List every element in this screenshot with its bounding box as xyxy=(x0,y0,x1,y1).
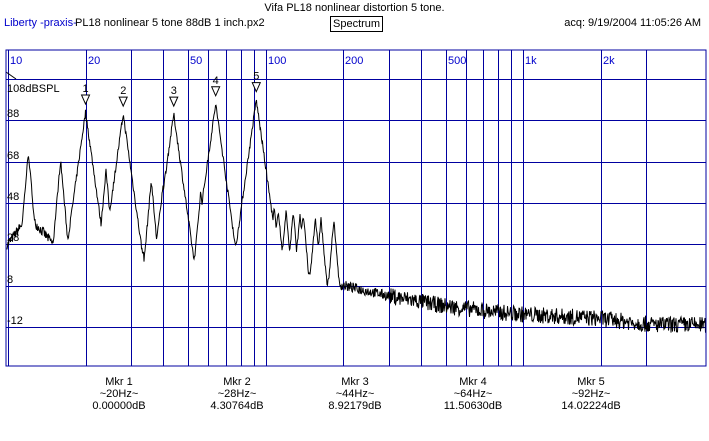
y-tick-label: 28 xyxy=(7,232,19,244)
y-tick-label: -12 xyxy=(7,315,23,327)
marker-frequency: ~64Hz~ xyxy=(453,388,493,400)
marker-readout-3: Mkr 3 ~44Hz~ 8.92179dB xyxy=(315,376,395,412)
marker-value: 14.02224dB xyxy=(561,400,621,412)
marker-readout-5: Mkr 5 ~92Hz~ 14.02224dB xyxy=(551,376,631,412)
window-title: Vifa PL18 nonlinear distortion 5 tone. xyxy=(264,2,445,14)
x-tick-label: 20 xyxy=(88,55,100,67)
tone-marker-triangle xyxy=(118,96,128,108)
spectrum-trace xyxy=(6,99,706,334)
x-tick-label: 1k xyxy=(525,55,537,67)
marker-value: 0.00000dB xyxy=(92,400,146,412)
tone-markers: 1 2 3 4 5 xyxy=(80,71,262,108)
axis-labels: 10 20 50 100 200 500 1k 2k 88 68 48 28 8 -12 108dBSPL xyxy=(5,55,615,327)
marker-value: 11.50630dB xyxy=(443,400,503,412)
marker-value: 8.92179dB xyxy=(328,400,382,412)
tone-marker-label: 2 xyxy=(120,85,126,97)
app-name: Liberty -praxis- xyxy=(4,17,77,29)
x-tick-label: 10 xyxy=(10,55,22,67)
marker-frequency: ~20Hz~ xyxy=(99,388,139,400)
tone-marker-label: 3 xyxy=(171,85,177,97)
y-tick-label: 48 xyxy=(7,191,19,203)
marker-name: Mkr 3 xyxy=(341,376,369,388)
tone-marker-triangle xyxy=(251,82,262,93)
reference-arrow xyxy=(5,71,17,80)
x-tick-label: 200 xyxy=(345,55,363,67)
tone-marker-triangle xyxy=(80,94,91,106)
marker-frequency: ~92Hz~ xyxy=(571,388,611,400)
y-tick-label: 88 xyxy=(7,108,19,120)
tone-marker-triangle xyxy=(168,96,179,108)
reference-level-label: 108dBSPL xyxy=(7,83,60,95)
tone-marker-label: 4 xyxy=(213,75,219,87)
tone-marker-label: 5 xyxy=(253,71,259,83)
marker-frequency: ~28Hz~ xyxy=(217,388,257,400)
marker-value: 4.30764dB xyxy=(210,400,264,412)
marker-readout-2: Mkr 2 ~28Hz~ 4.30764dB xyxy=(197,376,277,412)
tone-marker-triangle xyxy=(210,86,221,98)
x-tick-label: 100 xyxy=(268,55,286,67)
y-tick-label: 68 xyxy=(7,150,19,162)
marker-name: Mkr 5 xyxy=(577,376,605,388)
marker-readout-1: Mkr 1 ~20Hz~ 0.00000dB xyxy=(79,376,159,412)
x-tick-label: 500 xyxy=(448,55,466,67)
y-tick-label: 8 xyxy=(7,274,13,286)
tone-marker-label: 1 xyxy=(83,83,89,95)
marker-name: Mkr 4 xyxy=(459,376,487,388)
marker-name: Mkr 1 xyxy=(105,376,133,388)
spectrum-view-button[interactable]: Spectrum xyxy=(330,16,384,32)
file-name: PL18 nonlinear 5 tone 88dB 1 inch.px2 xyxy=(75,17,265,29)
x-tick-label: 2k xyxy=(603,55,615,67)
plot-frame xyxy=(5,49,707,367)
x-tick-label: 50 xyxy=(190,55,202,67)
marker-name: Mkr 2 xyxy=(223,376,251,388)
acquisition-timestamp: acq: 9/19/2004 11:05:26 AM xyxy=(564,17,701,29)
spectrum-line xyxy=(6,99,706,334)
marker-frequency: ~44Hz~ xyxy=(335,388,375,400)
header-row: Liberty -praxis- PL18 nonlinear 5 tone 8… xyxy=(0,16,709,33)
marker-readout-4: Mkr 4 ~64Hz~ 11.50630dB xyxy=(433,376,513,412)
